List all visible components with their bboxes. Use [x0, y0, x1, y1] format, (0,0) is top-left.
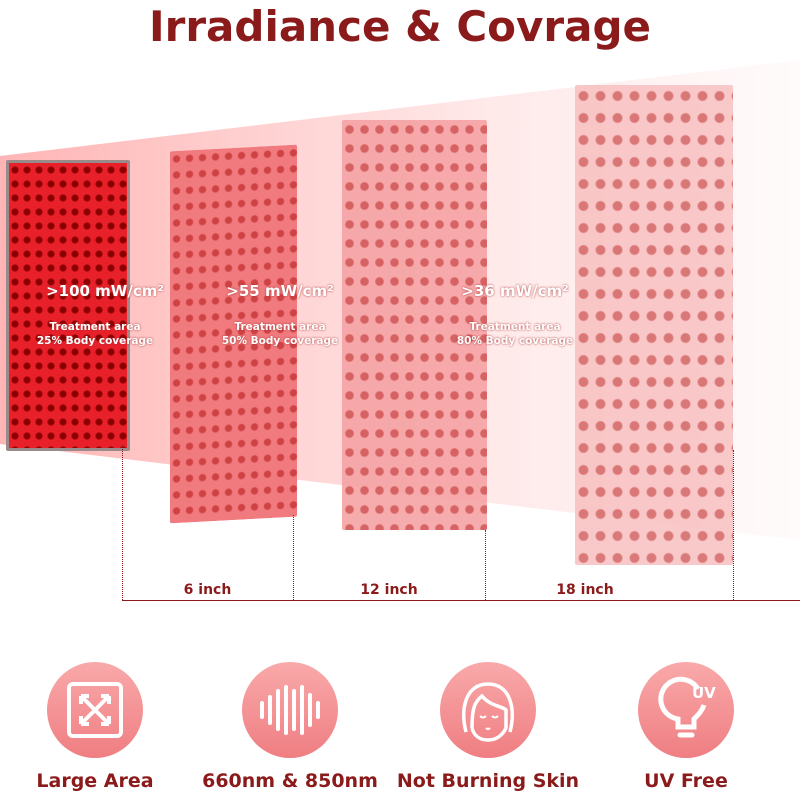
feature-large-area: Large Area: [0, 662, 190, 792]
distance-marker: [122, 445, 123, 600]
expand-arrows-icon: [47, 662, 143, 758]
page-title: Irradiance & Covrage: [148, 2, 651, 51]
distance-marker: [733, 450, 734, 600]
treatment-area-text: Treatment area: [49, 321, 141, 333]
uv-text: UV: [692, 684, 716, 702]
feature-label: 660nm & 850nm: [202, 770, 378, 792]
feature-label: Not Burning Skin: [396, 770, 580, 792]
coverage-text: 80% Body coverage: [456, 335, 574, 347]
distance-label: 12 inch: [360, 582, 418, 598]
feature-label: UV Free: [644, 770, 728, 792]
coverage-text: 50% Body coverage: [221, 335, 339, 347]
face-icon: [440, 662, 536, 758]
distance-marker: [485, 530, 486, 600]
coverage-text: 25% Body coverage: [36, 335, 154, 347]
light-panel-device: [6, 160, 130, 451]
distance-label: 18 inch: [556, 582, 614, 598]
feature-not-burning: Not Burning Skin: [393, 662, 583, 792]
irradiance-label: >36 mW/cm²: [461, 282, 569, 300]
coverage-label: Treatment area 80% Body coverage: [450, 320, 580, 348]
feature-uv-free: UV UV Free: [591, 662, 781, 792]
uv-bulb-icon: UV: [638, 662, 734, 758]
distance-label: 6 inch: [183, 582, 232, 598]
light-panel-12-inch: [342, 120, 487, 530]
irradiance-label: >100 mW/cm²: [46, 282, 164, 300]
coverage-label: Treatment area 25% Body coverage: [30, 320, 160, 348]
coverage-label: Treatment area 50% Body coverage: [215, 320, 345, 348]
feature-wavelength: 660nm & 850nm: [195, 662, 385, 792]
treatment-area-text: Treatment area: [469, 321, 561, 333]
irradiance-label: >55 mW/cm²: [226, 282, 334, 300]
distance-marker: [293, 515, 294, 600]
feature-label: Large Area: [36, 770, 154, 792]
wave-bars-icon: [242, 662, 338, 758]
light-panel-18-inch: [575, 85, 733, 565]
treatment-area-text: Treatment area: [234, 321, 326, 333]
distance-axis: [122, 600, 800, 601]
